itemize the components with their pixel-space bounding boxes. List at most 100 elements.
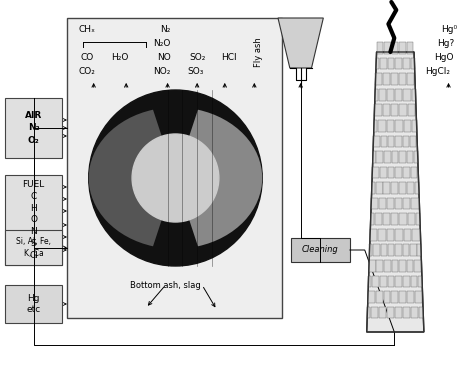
Bar [388, 244, 394, 256]
Text: H₂O: H₂O [112, 53, 129, 63]
Bar [369, 260, 376, 272]
Bar [371, 198, 378, 209]
Bar [395, 89, 403, 100]
Bar [411, 198, 419, 209]
Text: N₂O: N₂O [153, 39, 170, 49]
Bar [407, 260, 413, 272]
Bar [379, 307, 387, 318]
Text: HCl: HCl [221, 53, 236, 63]
Bar [380, 276, 387, 287]
Bar [381, 244, 387, 256]
Bar [384, 260, 391, 272]
Bar [399, 260, 406, 272]
Bar [414, 151, 418, 163]
Bar [375, 213, 382, 225]
Bar [392, 151, 398, 163]
Bar [5, 175, 62, 265]
Bar [373, 135, 380, 147]
Bar [391, 73, 398, 85]
Text: NO: NO [157, 53, 170, 63]
Ellipse shape [132, 134, 219, 222]
Wedge shape [89, 110, 164, 246]
Bar [372, 276, 379, 287]
Bar [403, 307, 410, 318]
Bar [383, 291, 390, 303]
Bar [403, 135, 409, 147]
Bar [291, 238, 350, 262]
Bar [407, 42, 413, 54]
Bar [387, 89, 394, 100]
Bar [371, 182, 375, 194]
Bar [403, 167, 410, 178]
Bar [403, 58, 410, 70]
Bar [374, 105, 382, 116]
Bar [392, 291, 398, 303]
Bar [391, 105, 398, 116]
Bar [368, 276, 371, 287]
Bar [5, 98, 62, 158]
Polygon shape [278, 18, 323, 68]
Bar [383, 73, 390, 85]
Bar [408, 105, 415, 116]
Bar [399, 213, 407, 225]
Bar [411, 307, 418, 318]
Bar [413, 120, 417, 132]
Bar [387, 307, 394, 318]
Polygon shape [367, 52, 424, 332]
Bar [417, 244, 421, 256]
Bar [395, 244, 402, 256]
Bar [391, 213, 398, 225]
Bar [410, 244, 417, 256]
Bar [414, 260, 421, 272]
Bar [415, 182, 419, 194]
Bar [373, 151, 376, 163]
Text: Hg⁰: Hg⁰ [442, 25, 458, 35]
Bar [375, 89, 378, 100]
Text: FUEL
C
H
O
N
S
Cl: FUEL C H O N S Cl [22, 180, 44, 260]
Text: CO₂: CO₂ [78, 67, 95, 77]
Bar [407, 291, 414, 303]
Text: SO₃: SO₃ [187, 67, 203, 77]
Text: Si, Al, Fe,
K, Ca: Si, Al, Fe, K, Ca [16, 237, 51, 258]
Text: HgCl₂: HgCl₂ [425, 67, 450, 77]
Bar [419, 276, 422, 287]
Bar [383, 182, 390, 194]
Text: Hg?: Hg? [437, 39, 454, 49]
Bar [376, 73, 382, 85]
Bar [379, 198, 386, 209]
Text: Bottom ash, slag: Bottom ash, slag [130, 280, 201, 290]
Bar [407, 73, 414, 85]
Bar [387, 58, 394, 70]
Bar [404, 120, 411, 132]
Ellipse shape [89, 90, 262, 266]
Text: Cleaning: Cleaning [302, 245, 339, 255]
Bar [380, 167, 387, 178]
Bar [392, 260, 398, 272]
Bar [373, 244, 380, 256]
Bar [387, 167, 394, 178]
Text: Hg
etc: Hg etc [27, 294, 41, 314]
Bar [367, 307, 371, 318]
Bar [376, 260, 383, 272]
Bar [395, 120, 403, 132]
Bar [383, 105, 390, 116]
Bar [395, 229, 403, 241]
Bar [384, 42, 391, 54]
Bar [399, 182, 406, 194]
Bar [399, 105, 407, 116]
Bar [376, 42, 383, 54]
Bar [392, 42, 398, 54]
Bar [376, 182, 382, 194]
Bar [387, 120, 394, 132]
Bar [5, 230, 62, 265]
Bar [407, 151, 413, 163]
Text: Fly ash: Fly ash [254, 37, 263, 67]
Bar [384, 151, 391, 163]
Bar [403, 198, 410, 209]
Bar [372, 167, 379, 178]
Bar [380, 58, 387, 70]
Bar [415, 291, 422, 303]
Bar [395, 58, 402, 70]
Bar [395, 307, 402, 318]
Bar [399, 73, 406, 85]
